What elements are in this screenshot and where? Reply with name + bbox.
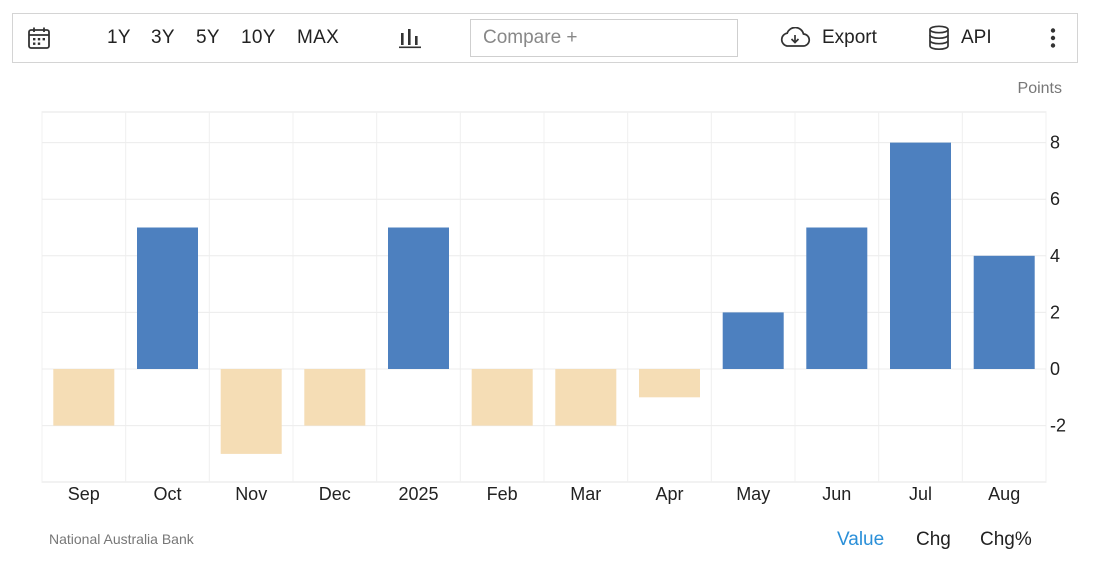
y-tick-label: -2: [1050, 416, 1066, 436]
gridlines: [41, 112, 1047, 482]
x-axis-ticks: Sep Oct Nov Dec 2025 Feb Mar Apr May Jun Jul Aug: [68, 484, 1020, 504]
bar-mar[interactable]: [555, 369, 617, 426]
api-button[interactable]: API: [928, 14, 992, 62]
x-tick-label: Mar: [570, 484, 601, 504]
x-tick-label: 2025: [398, 484, 438, 504]
y-tick-label: 6: [1050, 189, 1060, 209]
calendar-icon[interactable]: [27, 14, 51, 62]
bar-jul[interactable]: [890, 142, 951, 369]
bars: [53, 142, 1035, 454]
source-label: National Australia Bank: [49, 531, 194, 547]
x-tick-label: Feb: [487, 484, 518, 504]
range-5y-button[interactable]: 5Y: [196, 27, 220, 48]
chart-type-icon[interactable]: [399, 14, 421, 62]
x-tick-label: Sep: [68, 484, 100, 504]
x-tick-label: Aug: [988, 484, 1020, 504]
tab-chg[interactable]: Chg: [916, 529, 951, 550]
x-tick-label: May: [736, 484, 770, 504]
range-3y-button[interactable]: 3Y: [151, 27, 175, 48]
y-tick-label: 0: [1050, 359, 1060, 379]
x-tick-label: Dec: [319, 484, 351, 504]
bar-sep[interactable]: [53, 369, 115, 426]
x-tick-label: Jul: [909, 484, 932, 504]
bar-dec[interactable]: [304, 369, 366, 426]
bar-aug[interactable]: [973, 255, 1035, 369]
bar-jun[interactable]: [806, 227, 868, 370]
bar-feb[interactable]: [471, 369, 533, 426]
database-icon: [929, 25, 949, 51]
y-tick-label: 2: [1050, 302, 1060, 322]
more-options-icon[interactable]: [1049, 14, 1057, 62]
export-label: Export: [822, 27, 877, 48]
api-label: API: [961, 27, 992, 48]
y-tick-label: 4: [1050, 246, 1060, 266]
range-1y-button[interactable]: 1Y: [107, 27, 131, 48]
x-tick-label: Oct: [153, 484, 181, 504]
bar-apr[interactable]: [639, 369, 700, 398]
x-tick-label: Apr: [655, 484, 683, 504]
range-10y-button[interactable]: 10Y: [241, 27, 276, 48]
x-tick-label: Jun: [822, 484, 851, 504]
bar-oct[interactable]: [137, 227, 198, 370]
compare-field[interactable]: [470, 19, 738, 57]
y-axis-ticks: 8 6 4 2 0 -2: [1050, 133, 1066, 436]
chart-area: Points 8 6 4 2 0 -2 Sep Oct Nov Dec 2025 Feb Mar Apr…: [12, 63, 1078, 561]
bar-nov[interactable]: [220, 369, 282, 454]
y-tick-label: 8: [1050, 133, 1060, 153]
cloud-download-icon: [780, 27, 811, 47]
tab-chg-percent[interactable]: Chg%: [980, 529, 1032, 550]
compare-input[interactable]: [483, 27, 723, 49]
bar-chart: Points 8 6 4 2 0 -2 Sep Oct Nov Dec 2025 Feb Mar Apr…: [41, 80, 1066, 504]
chart-toolbar: 1Y 3Y 5Y 10Y MAX Export API: [12, 13, 1078, 63]
unit-label: Points: [1018, 80, 1062, 97]
tab-value[interactable]: Value: [837, 529, 885, 550]
range-max-button[interactable]: MAX: [297, 27, 340, 48]
export-button[interactable]: Export: [779, 14, 877, 62]
x-tick-label: Nov: [235, 484, 267, 504]
bar-2025[interactable]: [388, 227, 449, 370]
bar-may[interactable]: [722, 312, 784, 369]
